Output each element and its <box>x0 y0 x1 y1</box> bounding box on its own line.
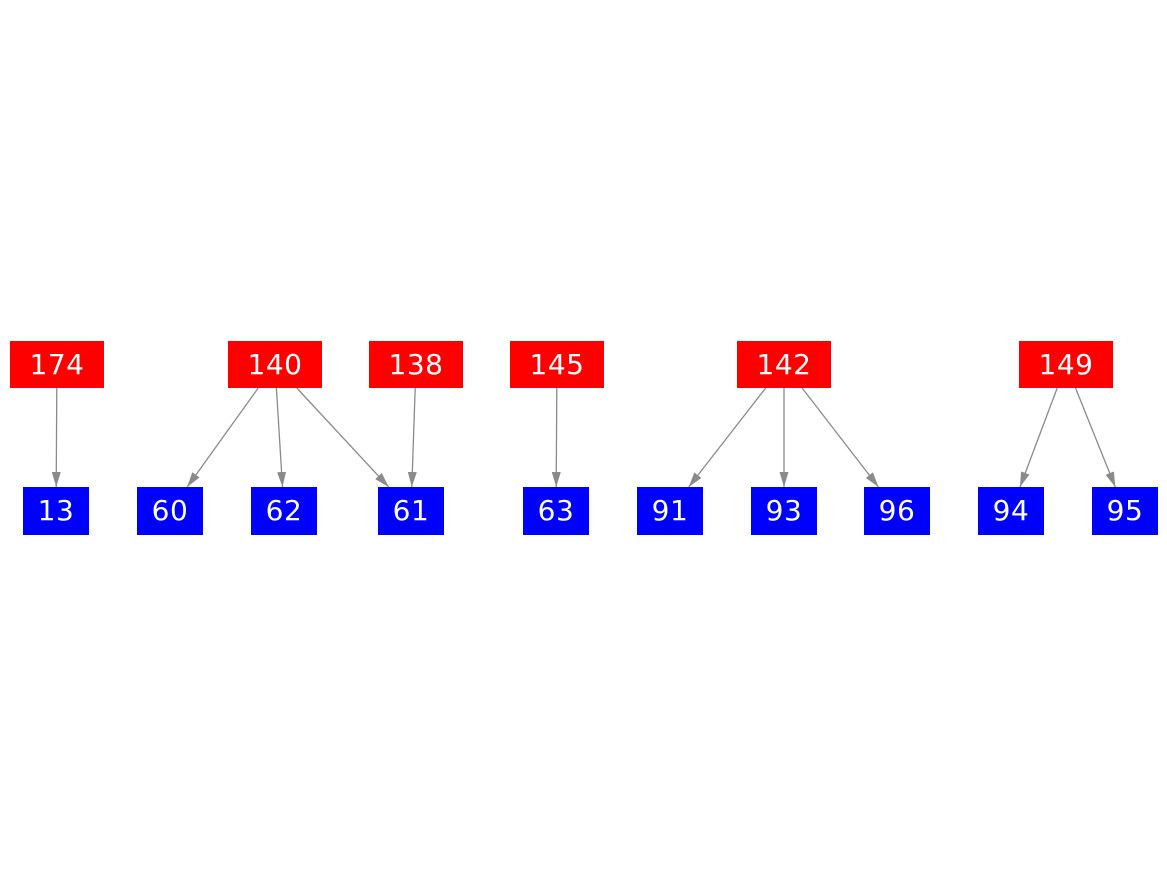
edge-140-62 <box>275 387 287 488</box>
edge-149-95 <box>1074 387 1116 488</box>
node-label: 95 <box>1106 494 1144 527</box>
graph-node-61: 61 <box>378 487 444 535</box>
edge-149-94 <box>1019 387 1058 488</box>
node-label: 61 <box>392 494 430 527</box>
graph-node-174: 174 <box>10 341 104 388</box>
edge-145-63 <box>551 387 561 488</box>
edge-138-61 <box>407 387 417 488</box>
graph-node-62: 62 <box>251 487 317 535</box>
edge-140-60 <box>186 387 259 488</box>
graph-node-145: 145 <box>510 341 604 388</box>
node-label: 91 <box>651 494 689 527</box>
graph-node-149: 149 <box>1019 341 1113 388</box>
graph-node-60: 60 <box>137 487 203 535</box>
node-label: 60 <box>151 494 189 527</box>
node-label: 96 <box>878 494 916 527</box>
node-label: 13 <box>37 494 75 527</box>
graph-node-138: 138 <box>369 341 463 388</box>
node-label: 174 <box>29 347 85 381</box>
edge-142-91 <box>688 387 767 488</box>
graph-node-93: 93 <box>751 487 817 535</box>
graph-node-142: 142 <box>737 341 831 388</box>
graph-node-96: 96 <box>864 487 930 535</box>
node-label: 94 <box>992 494 1030 527</box>
graph-node-13: 13 <box>23 487 89 535</box>
node-label: 63 <box>537 494 575 527</box>
graph-node-140: 140 <box>228 341 322 388</box>
edge-140-61 <box>296 387 390 488</box>
node-label: 142 <box>756 347 812 381</box>
node-label: 93 <box>765 494 803 527</box>
node-label: 145 <box>529 347 585 381</box>
edge-142-96 <box>801 387 880 488</box>
edge-174-13 <box>51 387 61 488</box>
graph-node-95: 95 <box>1092 487 1158 535</box>
node-label: 138 <box>388 347 444 381</box>
node-label: 62 <box>265 494 303 527</box>
node-label: 140 <box>247 347 303 381</box>
graph-node-63: 63 <box>523 487 589 535</box>
node-label: 149 <box>1038 347 1094 381</box>
graph-node-91: 91 <box>637 487 703 535</box>
graph-node-94: 94 <box>978 487 1044 535</box>
